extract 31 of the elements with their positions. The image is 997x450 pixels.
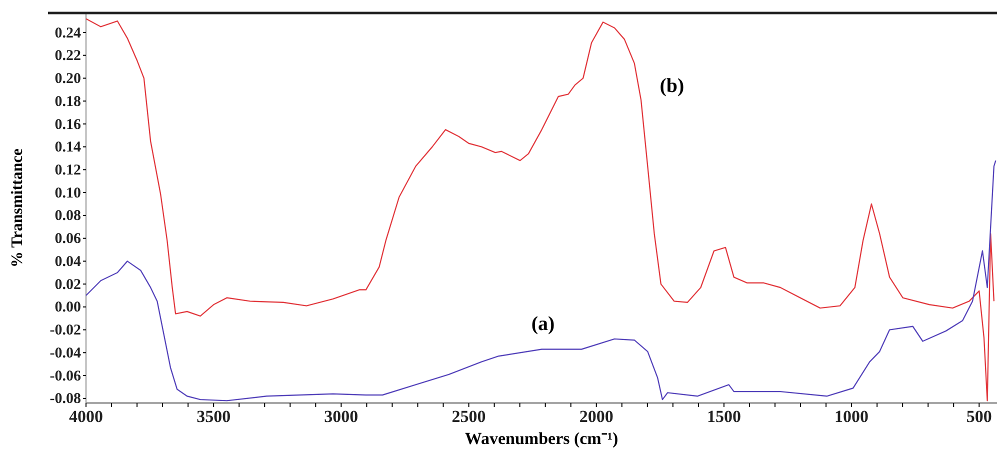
series-label: (b) (660, 75, 684, 97)
x-tick-label: 1500 (706, 407, 741, 426)
y-tick-label: 0.08 (54, 208, 81, 224)
y-tick-label: 0.18 (54, 94, 81, 110)
series-label: (a) (531, 313, 555, 335)
x-tick-label: 2000 (579, 407, 614, 426)
y-tick-label: 0.20 (54, 70, 81, 87)
y-tick-label: 0.06 (54, 231, 82, 248)
y-tick-label: 0.04 (54, 254, 82, 270)
x-tick-label: 500 (966, 407, 992, 426)
y-tick-label: 0.24 (54, 25, 82, 42)
x-tick-label: 3000 (324, 407, 358, 426)
x-tick-label: 3500 (196, 407, 231, 426)
y-tick-label: 0.12 (54, 162, 81, 178)
y-tick-label: -0.04 (50, 345, 82, 362)
x-tick-label: 2500 (452, 407, 486, 426)
y-tick-label: -0.08 (50, 391, 81, 408)
x-tick-label: 1000 (834, 407, 869, 426)
line-series (85, 160, 996, 402)
x-tick-label: 4000 (69, 407, 103, 426)
y-tick-label: 0.16 (54, 116, 82, 133)
y-tick-label: 0.00 (54, 300, 81, 316)
y-tick-label: 0.10 (54, 185, 81, 202)
y-axis-title: % Transmittance (9, 148, 26, 268)
y-tick-label: -0.06 (50, 368, 82, 384)
y-tick-label: 0.22 (54, 48, 81, 64)
line-series (85, 18, 995, 402)
y-tick-label: -0.02 (50, 322, 81, 339)
y-tick-label: 0.02 (54, 276, 81, 293)
y-tick-label: 0.14 (54, 140, 82, 156)
x-axis-title: Wavenumbers (cm⁻¹) (464, 429, 618, 448)
